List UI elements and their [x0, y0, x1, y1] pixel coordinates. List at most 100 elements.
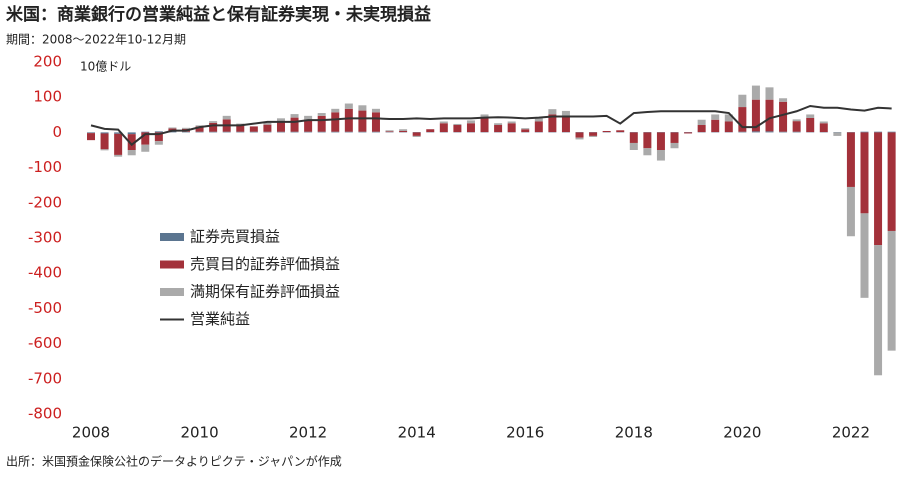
y-tick-label: -200 — [28, 193, 62, 211]
bar — [738, 132, 746, 133]
bar — [888, 132, 896, 133]
bar — [209, 132, 217, 133]
bar — [752, 131, 760, 132]
bar — [318, 116, 326, 132]
bar — [250, 126, 258, 131]
x-tick-label: 2020 — [723, 424, 761, 442]
y-tick-label: -100 — [28, 158, 62, 176]
legend-swatch — [160, 233, 184, 241]
bar — [874, 245, 882, 375]
bar — [793, 132, 801, 133]
bar — [372, 109, 380, 113]
bar — [236, 132, 244, 133]
y-unit: 10億ドル — [80, 60, 131, 74]
bar — [494, 123, 502, 125]
bar — [114, 134, 122, 155]
bar — [562, 111, 570, 116]
bar — [576, 132, 584, 137]
bar — [643, 132, 651, 148]
legend-label: 証券売買損益 — [190, 228, 280, 246]
x-tick-label: 2014 — [398, 424, 436, 442]
bar — [263, 125, 271, 132]
bar — [576, 138, 584, 140]
bar — [386, 130, 394, 131]
bar — [141, 145, 149, 152]
bar — [806, 114, 814, 118]
bar — [372, 132, 380, 133]
bar — [684, 132, 692, 133]
bar — [711, 120, 719, 132]
bar — [413, 132, 421, 136]
bar — [250, 132, 258, 133]
bar — [168, 127, 176, 128]
bar — [793, 119, 801, 121]
y-tick-label: -500 — [28, 299, 62, 317]
chart-title: 米国：商業銀行の営業純益と保有証券実現・未実現損益 — [6, 4, 431, 25]
y-tick-label: -700 — [28, 369, 62, 387]
bar — [141, 132, 149, 133]
bar — [847, 187, 855, 236]
bar — [535, 121, 543, 132]
chart-subtitle: 期間：2008～2022年10-12月期 — [6, 33, 186, 47]
bar — [345, 109, 353, 132]
bar — [766, 131, 774, 132]
bar — [182, 128, 190, 129]
bar — [793, 121, 801, 132]
bar — [888, 231, 896, 351]
bar — [291, 114, 299, 118]
bar — [291, 132, 299, 133]
legend-label: 営業純益 — [190, 310, 250, 328]
x-tick-label: 2018 — [615, 424, 653, 442]
bar — [345, 104, 353, 109]
bar — [860, 132, 868, 213]
bar — [372, 112, 380, 131]
bar — [358, 132, 366, 133]
bar — [304, 132, 312, 133]
bar — [101, 149, 109, 150]
bar — [114, 155, 122, 157]
bar — [562, 116, 570, 132]
y-tick-label: 200 — [33, 53, 62, 71]
bar — [820, 123, 828, 132]
bar — [508, 121, 516, 123]
bar — [467, 123, 475, 132]
legend-label: 満期保有証券評価損益 — [190, 283, 340, 301]
bar — [467, 120, 475, 123]
bar — [101, 133, 109, 149]
bar — [738, 95, 746, 107]
bar — [643, 148, 651, 155]
bar — [209, 121, 217, 123]
bar — [277, 132, 285, 133]
bar — [481, 118, 489, 132]
x-tick-label: 2012 — [289, 424, 327, 442]
x-tick-label: 2016 — [506, 424, 544, 442]
bar — [779, 102, 787, 132]
bar — [263, 132, 271, 133]
bar — [671, 132, 679, 143]
bar — [223, 116, 231, 120]
bar — [318, 113, 326, 116]
bar — [223, 132, 231, 133]
bar — [657, 132, 665, 150]
bar — [698, 120, 706, 125]
bar — [725, 121, 733, 132]
bar — [128, 132, 136, 134]
bar — [331, 132, 339, 133]
bar — [874, 132, 882, 133]
y-tick-label: -800 — [28, 405, 62, 423]
bar — [521, 128, 529, 129]
bar — [399, 129, 407, 131]
bar — [304, 116, 312, 120]
legend-label: 売買目的証券評価損益 — [190, 255, 340, 273]
bar — [874, 132, 882, 245]
bar — [630, 143, 638, 150]
bar — [182, 132, 190, 133]
bar — [318, 132, 326, 133]
bar — [630, 132, 638, 143]
bar — [291, 118, 299, 132]
bar — [833, 132, 841, 136]
bar — [345, 132, 353, 133]
legend-swatch — [160, 288, 184, 296]
bar — [888, 132, 896, 231]
